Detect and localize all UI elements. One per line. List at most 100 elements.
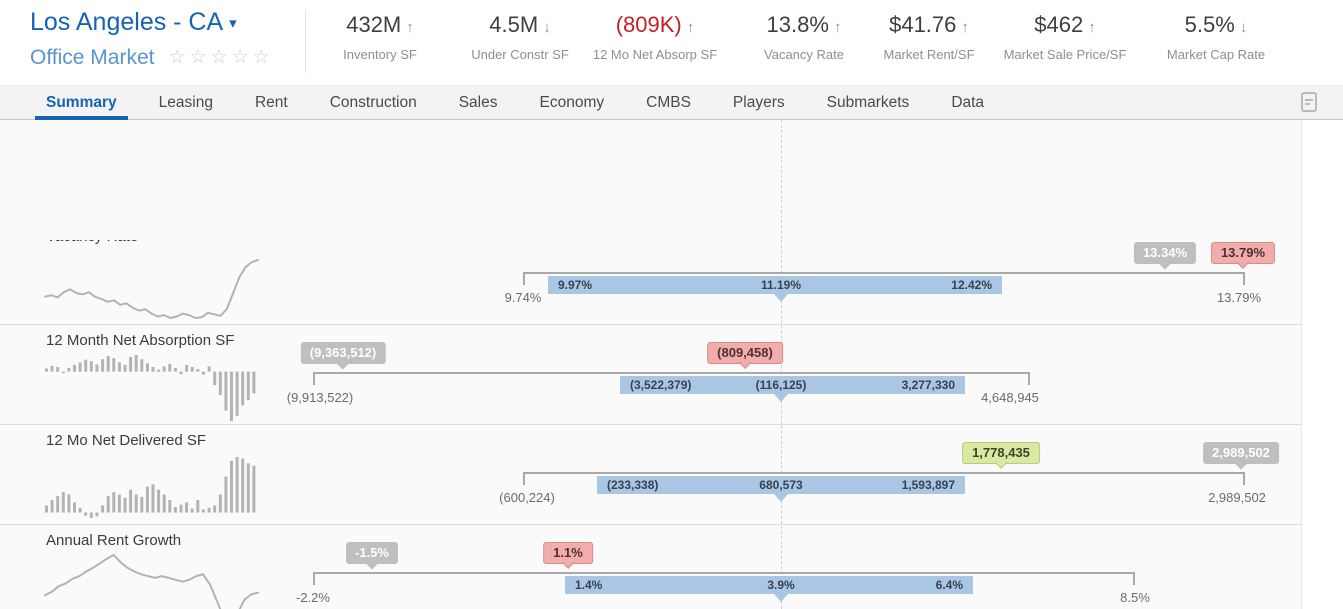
arrow-up-icon: ↑ — [686, 19, 695, 36]
p25-label: 9.97% — [558, 278, 593, 292]
content-area: Vacancy Rate 9.74% 13.79% 9.97% 11.19% 12.42%… — [0, 120, 1343, 609]
p75-label: 1,593,897 — [901, 478, 955, 492]
arrow-up-icon: ↑ — [833, 19, 842, 36]
distribution-band: (3,522,379) (116,125) 3,277,330 — [620, 376, 965, 394]
tab-summary[interactable]: Summary — [25, 86, 138, 120]
header-divider — [305, 10, 306, 73]
sparkline-line-chart — [44, 554, 259, 609]
stat-label: Market Sale Price/SF — [1003, 47, 1127, 62]
red-value-badge: 1.1% — [543, 542, 593, 564]
median-label: (116,125) — [755, 378, 807, 392]
tab-submarkets[interactable]: Submarkets — [826, 93, 910, 111]
red-value-badge: (809,458) — [707, 342, 783, 364]
p25-label: (233,338) — [607, 478, 659, 492]
stat-under-constr-sf: 4.5M ↓ Under Constr SF — [471, 12, 569, 62]
metric-row-3: Annual Rent Growth -2.2% 8.5% 1.4% 3.9% 6.4% -… — [0, 525, 1302, 609]
tab-leasing[interactable]: Leasing — [158, 93, 213, 111]
median-pointer-icon — [774, 394, 788, 402]
stat-label: 12 Mo Net Absorp SF — [592, 47, 718, 62]
stat-label: Market Rent/SF — [883, 47, 975, 62]
gray-value-badge: 13.34% — [1133, 242, 1197, 264]
max-value-label: 13.79% — [1216, 290, 1262, 305]
stat-value: (809K) — [615, 12, 682, 37]
tab-rent[interactable]: Rent — [254, 93, 288, 111]
report-document-icon[interactable] — [1301, 92, 1317, 117]
sparkline-bar-chart — [45, 457, 256, 518]
min-value-label: (600,224) — [499, 490, 555, 505]
metric-row-2: 12 Mo Net Delivered SF (600,224) 2,989,502… — [0, 425, 1302, 525]
min-value-label: (9,913,522) — [286, 390, 354, 405]
track-max-tick — [1243, 272, 1245, 285]
p75-label: 6.4% — [935, 578, 963, 592]
tab-cmbs[interactable]: CMBS — [646, 93, 691, 111]
right-gutter — [1301, 120, 1343, 609]
gray-value-badge: 2,989,502 — [1203, 442, 1279, 464]
stat-cap-rate: 5.5% ↓ Market Cap Rate — [1167, 12, 1265, 62]
median-pointer-icon — [774, 294, 788, 302]
min-value-label: 9.74% — [504, 290, 542, 305]
track-max-tick — [1133, 572, 1135, 585]
slider-track — [523, 472, 1245, 474]
max-value-label: 2,989,502 — [1208, 490, 1266, 505]
slider-track — [313, 372, 1030, 374]
stat-value: $41.76 — [889, 12, 957, 37]
stat-label: Under Constr SF — [471, 47, 569, 62]
green-value-badge: 1,778,435 — [962, 442, 1040, 464]
market-type-label: Office Market — [30, 46, 155, 69]
min-value-label: -2.2% — [296, 590, 330, 605]
p75-label: 12.42% — [951, 278, 992, 292]
metric-row-1: 12 Month Net Absorption SF (9,913,522) 4,6… — [0, 325, 1302, 425]
market-name-dropdown[interactable]: Los Angeles - CA ▾ — [30, 8, 237, 37]
arrow-up-icon: ↑ — [1088, 19, 1096, 36]
arrow-down-icon: ↓ — [543, 19, 551, 36]
median-label: 11.19% — [760, 278, 802, 292]
gray-value-badge: -1.5% — [346, 542, 398, 564]
sparkline-line-chart — [44, 259, 259, 319]
p75-label: 3,277,330 — [901, 378, 955, 392]
track-min-tick — [313, 372, 315, 385]
stat-value: $462 — [1034, 12, 1084, 37]
median-label: 3.9% — [767, 578, 795, 592]
star-rating[interactable]: ☆☆☆☆☆ — [168, 47, 274, 68]
track-min-tick — [523, 472, 525, 485]
tab-players[interactable]: Players — [732, 93, 785, 111]
stat-net-absorption: (809K) ↑ 12 Mo Net Absorp SF — [593, 12, 717, 62]
row-title: Annual Rent Growth — [46, 532, 182, 549]
distribution-band: (233,338) 680,573 1,593,897 — [597, 476, 965, 494]
market-header: Los Angeles - CA ▾ Office Market ☆☆☆☆☆ 432… — [0, 0, 1343, 85]
tab-sales[interactable]: Sales — [458, 93, 498, 111]
gray-value-badge: (9,363,512) — [300, 342, 386, 364]
chevron-down-icon: ▾ — [229, 15, 237, 32]
dashed-median-line — [781, 120, 782, 609]
slider-track — [523, 272, 1245, 274]
track-max-tick — [1028, 372, 1030, 385]
stat-market-rent: $41.76 ↑ Market Rent/SF — [883, 12, 974, 62]
metric-row-0: Vacancy Rate 9.74% 13.79% 9.97% 11.19% 12.42%… — [0, 240, 1302, 325]
market-type: Office Market ☆☆☆☆☆ — [30, 46, 274, 70]
stat-vacancy-rate: 13.8% ↑ Vacancy Rate — [764, 12, 844, 62]
row-title: Vacancy Rate — [46, 240, 138, 245]
max-value-label: 8.5% — [1120, 590, 1150, 605]
stat-value: 5.5% — [1184, 12, 1235, 37]
tab-bar: Summary Leasing Rent Construction Sales … — [0, 85, 1343, 120]
p25-label: (3,522,379) — [630, 378, 692, 392]
sparkline-bar-chart — [45, 355, 256, 421]
tab-data[interactable]: Data — [951, 93, 985, 111]
arrow-up-icon: ↑ — [961, 19, 969, 36]
p25-label: 1.4% — [575, 578, 603, 592]
tab-economy[interactable]: Economy — [539, 93, 605, 111]
track-max-tick — [1243, 472, 1245, 485]
median-label: 680,573 — [759, 478, 803, 492]
row-title: 12 Month Net Absorption SF — [46, 332, 235, 349]
row-title: 12 Mo Net Delivered SF — [46, 432, 207, 449]
track-min-tick — [523, 272, 525, 285]
stat-label: Vacancy Rate — [764, 47, 844, 62]
distribution-band: 1.4% 3.9% 6.4% — [565, 576, 973, 594]
red-value-badge: 13.79% — [1210, 242, 1276, 264]
tab-construction[interactable]: Construction — [329, 93, 417, 111]
slider-track — [313, 572, 1135, 574]
track-min-tick — [313, 572, 315, 585]
stat-value: 13.8% — [766, 12, 829, 37]
stat-label: Market Cap Rate — [1166, 47, 1266, 62]
